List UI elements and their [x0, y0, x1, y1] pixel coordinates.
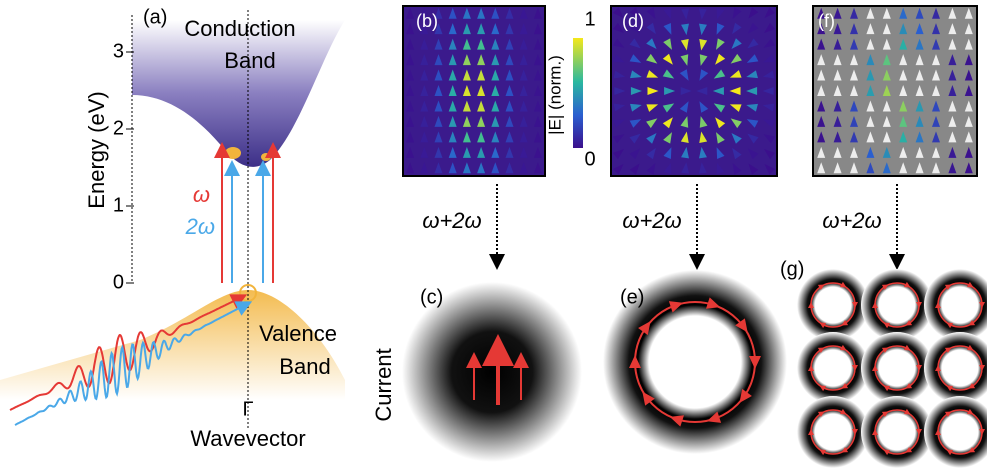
- label: (d): [622, 11, 644, 31]
- label: Valence: [259, 321, 337, 346]
- current-ring: [797, 396, 869, 468]
- label: ω+2ω: [422, 208, 481, 233]
- label: 2ω: [185, 214, 215, 239]
- current-ring: [861, 396, 933, 468]
- label: ω: [193, 182, 210, 207]
- label: Band: [224, 48, 275, 73]
- figure: (a) Conduction Band Valence Band Energy …: [0, 0, 987, 474]
- y-tick-label: 3: [113, 40, 124, 62]
- shape: [225, 147, 241, 159]
- label: ω+2ω: [822, 208, 881, 233]
- label: |E| (norm.): [545, 55, 564, 135]
- colorbar-tick-label: 0: [584, 148, 595, 170]
- current-ring: [861, 269, 933, 341]
- label: Γ: [242, 398, 253, 420]
- label: Current: [371, 348, 396, 421]
- label: Energy (eV): [84, 91, 109, 208]
- label: (e): [620, 286, 644, 308]
- current-ring: [861, 332, 933, 404]
- label: ω+2ω: [622, 208, 681, 233]
- label: Band: [279, 354, 330, 379]
- shape: [261, 153, 271, 161]
- shape: 01: [583, 8, 596, 170]
- current-ring: [924, 332, 987, 404]
- y-tick-label: 1: [113, 194, 124, 216]
- current-ring: [797, 332, 869, 404]
- shape: [402, 282, 582, 462]
- y-tick-label: 2: [113, 117, 124, 139]
- label: (g): [780, 258, 804, 280]
- current-ring: [924, 396, 987, 468]
- label: (c): [420, 286, 443, 308]
- label: (f): [818, 11, 835, 31]
- label: Conduction: [184, 16, 295, 41]
- shape: [573, 38, 583, 148]
- y-tick-label: 0: [113, 271, 124, 293]
- label: (b): [416, 11, 438, 31]
- colorbar-tick-label: 1: [584, 8, 595, 30]
- shape: 0 1 2 3: [113, 40, 134, 293]
- shape: [132, 20, 345, 167]
- label: (a): [143, 6, 167, 28]
- label: Wavevector: [190, 426, 305, 451]
- current-ring: [797, 269, 869, 341]
- current-ring: [924, 269, 987, 341]
